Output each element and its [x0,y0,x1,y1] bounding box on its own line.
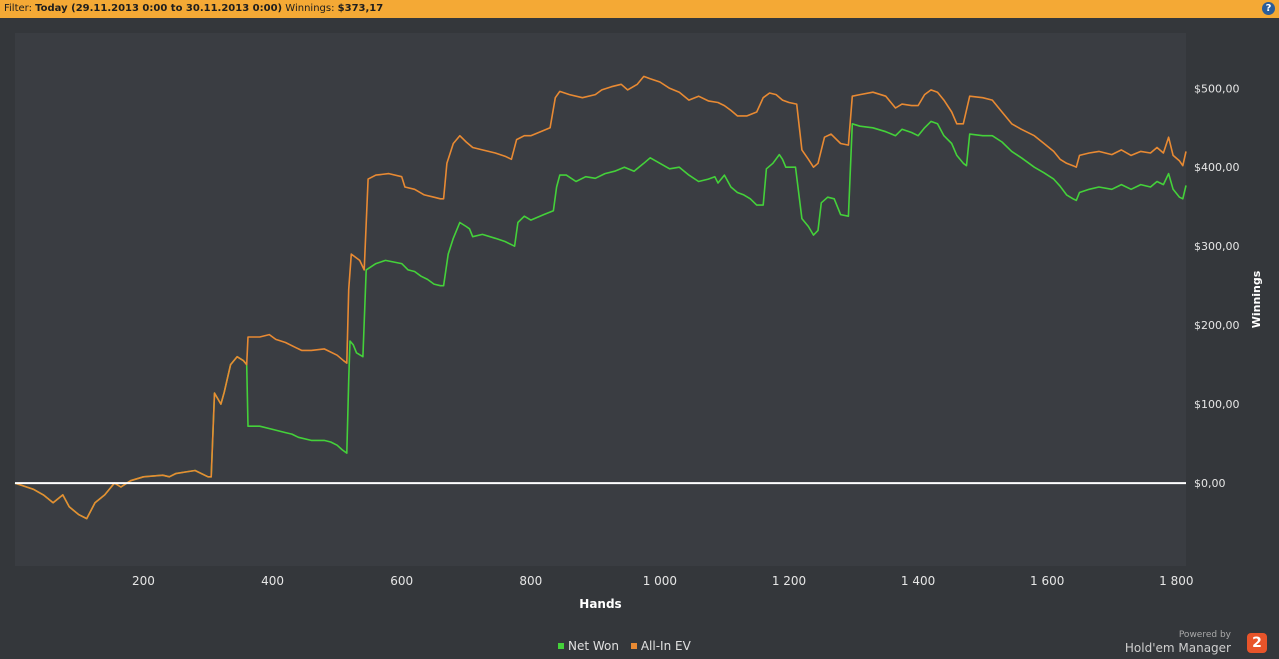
y-tick-label: $400,00 [1194,161,1240,174]
axes [15,33,1186,566]
y-axis-title: Winnings [1250,270,1263,328]
winnings-value: $373,17 [337,3,384,14]
legend-item-net-won[interactable]: Net Won [558,639,623,653]
x-tick-label: 400 [261,574,284,588]
filter-range[interactable]: Today (29.11.2013 0:00 to 30.11.2013 0:0… [35,3,283,14]
series-lines [14,75,1187,520]
x-tick-label: 600 [390,574,413,588]
y-tick-label: $100,00 [1194,398,1240,411]
x-tick-label: 800 [519,574,542,588]
powered-by-text: Powered by [1178,630,1231,640]
x-tick-label: 1 200 [772,574,806,588]
series-line-all-in-ev [14,75,1187,520]
y-tick-label: $300,00 [1194,240,1240,253]
x-tick-label: 1 000 [643,574,677,588]
y-tick-label: $200,00 [1194,319,1240,332]
product-name: Hold'em Manager [1124,641,1231,655]
x-tick-label: 1 800 [1159,574,1193,588]
filter-bar: Filter: Today (29.11.2013 0:00 to 30.11.… [0,0,1279,18]
legend-label-net-won: Net Won [568,639,619,653]
product-logo-icon: 2 [1247,633,1267,653]
help-icon[interactable]: ? [1262,2,1275,15]
x-tick-label: 1 400 [901,574,935,588]
y-tick-label: $0,00 [1194,477,1226,490]
filter-prefix: Filter: [4,3,32,14]
legend-item-all-in-ev[interactable]: All-In EV [630,639,691,653]
x-tick-label: 200 [132,574,155,588]
x-axis-title: Hands [579,597,621,611]
winnings-label: Winnings: [285,3,335,14]
y-tick-label: $500,00 [1194,82,1240,95]
legend-swatch-net-won [558,643,564,649]
tick-labels: 200 400 600 800 1 000 1 200 1 400 1 600 1 800 $0,… [132,82,1263,611]
legend-swatch-all-in-ev [630,643,637,649]
legend-label-all-in-ev: All-In EV [640,639,691,653]
plot-area [15,33,1186,566]
x-tick-label: 1 600 [1030,574,1064,588]
legend: Net Won All-In EV [558,639,699,653]
